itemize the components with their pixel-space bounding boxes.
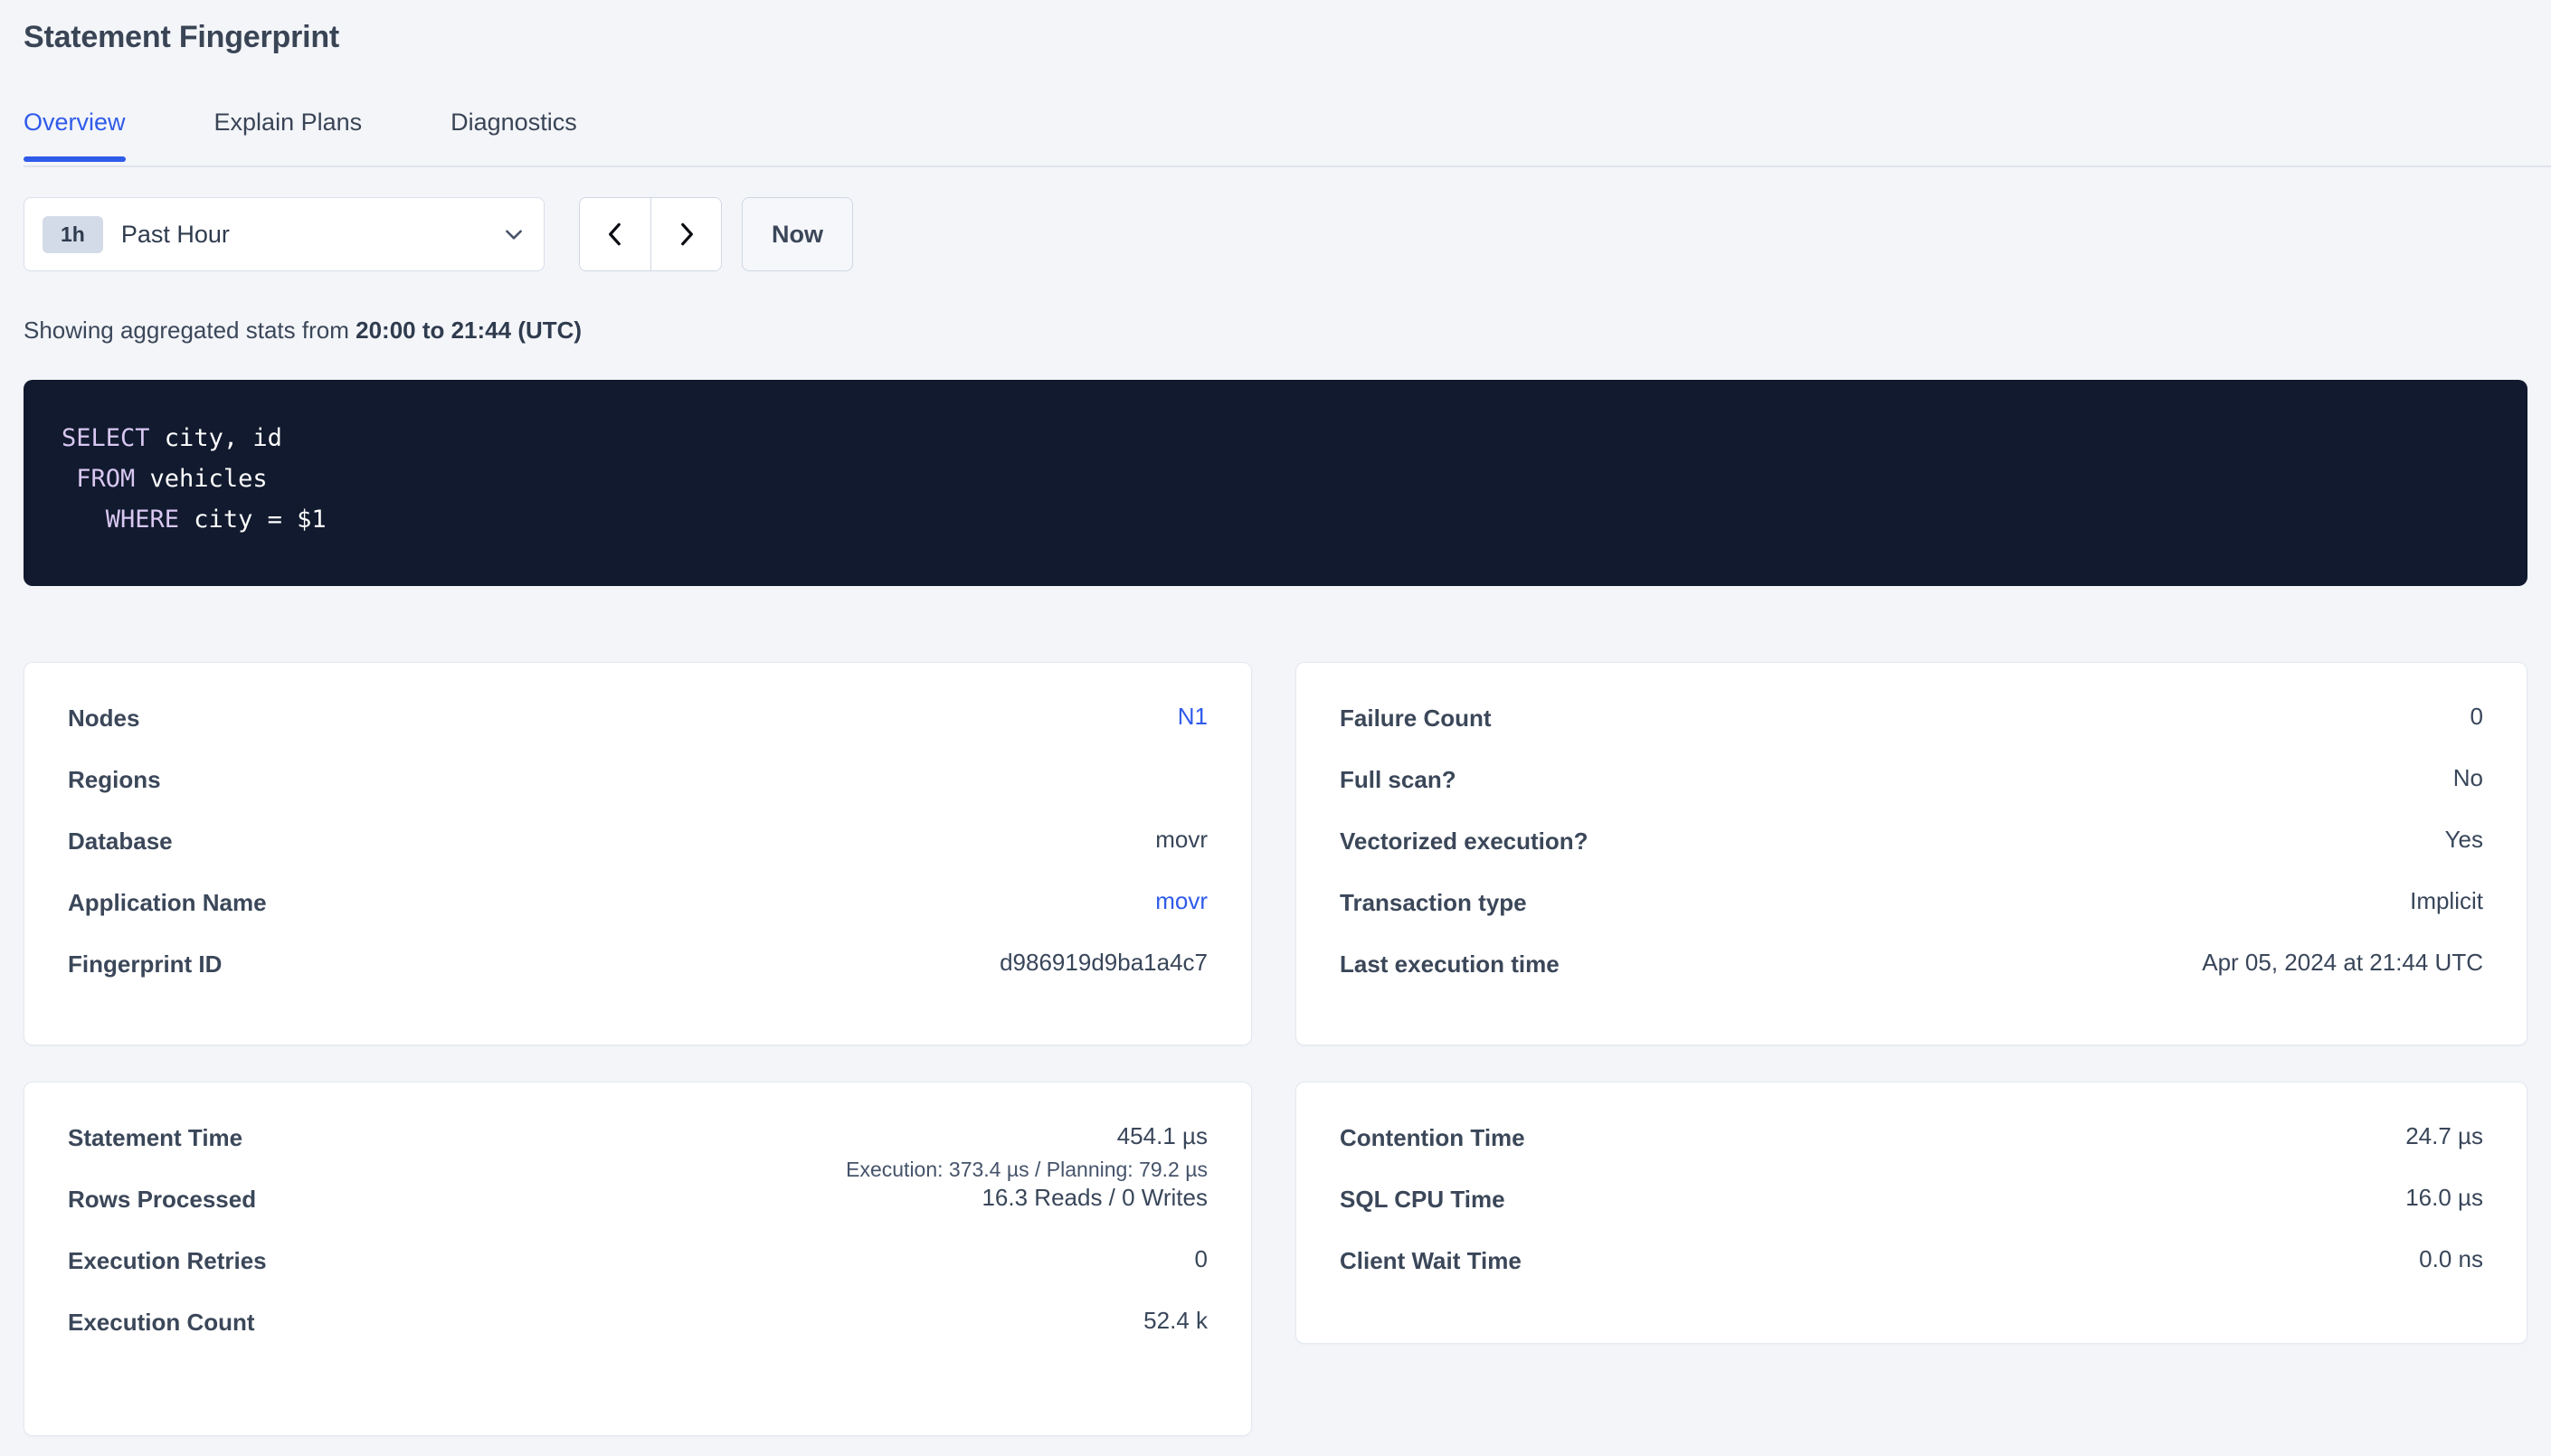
row-label-transaction-type: Transaction type	[1340, 889, 1527, 916]
sql-statement-block: SELECT city, id FROM vehicles WHERE city…	[24, 380, 2527, 586]
table-row: Regions	[68, 764, 1208, 826]
row-label-statement-time: Statement Time	[68, 1124, 243, 1151]
row-value-execution-count: 52.4 k	[1143, 1307, 1208, 1334]
row-subvalue-statement-time: Execution: 373.4 µs / Planning: 79.2 µs	[846, 1158, 1208, 1181]
tab-list: Overview Explain Plans Diagnostics	[24, 99, 666, 162]
table-row: Rows Processed 16.3 Reads / 0 Writes	[68, 1184, 1208, 1245]
statement-timing-card: Statement Time 454.1 µs Execution: 373.4…	[24, 1082, 1252, 1436]
tab-bar: Overview Explain Plans Diagnostics	[0, 99, 2551, 167]
row-value-rows-processed: 16.3 Reads / 0 Writes	[982, 1184, 1208, 1211]
aggregation-range-value: 20:00 to 21:44 (UTC)	[356, 317, 583, 344]
table-row: Execution Count 52.4 k	[68, 1307, 1208, 1368]
row-value-group-statement-time: 454.1 µs Execution: 373.4 µs / Planning:…	[846, 1122, 1208, 1182]
row-value-contention-time: 24.7 µs	[2405, 1122, 2483, 1149]
table-row: Failure Count 0	[1340, 703, 2483, 764]
row-label-application-name: Application Name	[68, 889, 267, 916]
row-value-client-wait-time: 0.0 ns	[2419, 1245, 2483, 1272]
row-label-client-wait-time: Client Wait Time	[1340, 1247, 1522, 1274]
row-value-fingerprint-id: d986919d9ba1a4c7	[1000, 949, 1208, 976]
row-value-full-scan: No	[2452, 764, 2483, 791]
tab-diagnostics[interactable]: Diagnostics	[450, 109, 577, 136]
row-label-regions: Regions	[68, 766, 161, 793]
aggregation-range-text: Showing aggregated stats from 20:00 to 2…	[24, 317, 582, 345]
previous-time-range-button[interactable]	[580, 198, 650, 270]
row-label-sql-cpu-time: SQL CPU Time	[1340, 1186, 1505, 1213]
sql-text-line2: vehicles	[135, 465, 268, 493]
table-row: Contention Time 24.7 µs	[1340, 1122, 2483, 1184]
tab-bar-divider	[24, 165, 2551, 167]
sql-text-line3: city = $1	[179, 506, 327, 534]
sql-keyword-select: SELECT	[62, 424, 150, 452]
table-row: Application Name movr	[68, 887, 1208, 949]
row-label-execution-count: Execution Count	[68, 1309, 255, 1336]
row-label-last-execution-time: Last execution time	[1340, 950, 1560, 978]
row-value-failure-count: 0	[2470, 703, 2483, 730]
aggregation-range-prefix: Showing aggregated stats from	[24, 317, 356, 344]
chevron-down-icon	[502, 222, 526, 246]
sql-keyword-from: FROM	[62, 465, 136, 493]
time-range-stepper	[579, 197, 722, 271]
sql-text-line1: city, id	[149, 424, 282, 452]
now-button[interactable]: Now	[742, 197, 853, 271]
row-label-fingerprint-id: Fingerprint ID	[68, 950, 223, 978]
table-row: Database movr	[68, 826, 1208, 887]
table-row: Statement Time 454.1 µs Execution: 373.4…	[68, 1122, 1208, 1184]
row-value-transaction-type: Implicit	[2410, 887, 2483, 914]
row-value-application-name[interactable]: movr	[1155, 887, 1208, 914]
row-label-rows-processed: Rows Processed	[68, 1186, 257, 1213]
row-label-vectorized-execution: Vectorized execution?	[1340, 827, 1588, 855]
row-label-nodes: Nodes	[68, 704, 140, 732]
row-value-execution-retries: 0	[1194, 1245, 1208, 1272]
table-row: Last execution time Apr 05, 2024 at 21:4…	[1340, 949, 2483, 1010]
time-range-controls: 1h Past Hour Now	[24, 197, 853, 271]
table-row: Client Wait Time 0.0 ns	[1340, 1245, 2483, 1307]
row-label-execution-retries: Execution Retries	[68, 1247, 267, 1274]
row-value-last-execution-time: Apr 05, 2024 at 21:44 UTC	[2202, 949, 2483, 976]
table-row: Full scan? No	[1340, 764, 2483, 826]
table-row: Fingerprint ID d986919d9ba1a4c7	[68, 949, 1208, 1010]
table-row: Execution Retries 0	[68, 1245, 1208, 1307]
next-time-range-button[interactable]	[650, 198, 721, 270]
row-value-nodes[interactable]: N1	[1177, 703, 1208, 730]
row-value-statement-time: 454.1 µs	[1116, 1122, 1208, 1149]
row-value-database: movr	[1155, 826, 1208, 853]
tab-explain-plans[interactable]: Explain Plans	[213, 109, 363, 136]
row-label-contention-time: Contention Time	[1340, 1124, 1525, 1151]
execution-properties-card: Failure Count 0 Full scan? No Vectorized…	[1295, 662, 2527, 1045]
tab-overview[interactable]: Overview	[24, 99, 126, 162]
page-title: Statement Fingerprint	[24, 20, 340, 54]
row-label-full-scan: Full scan?	[1340, 766, 1456, 793]
time-range-label: Past Hour	[120, 220, 230, 248]
statement-details-card: Nodes N1 Regions Database movr Applicati…	[24, 662, 1252, 1045]
row-value-sql-cpu-time: 16.0 µs	[2405, 1184, 2483, 1211]
row-label-database: Database	[68, 827, 173, 855]
resource-timing-card: Contention Time 24.7 µs SQL CPU Time 16.…	[1295, 1082, 2527, 1344]
sql-keyword-where: WHERE	[62, 506, 180, 534]
table-row: SQL CPU Time 16.0 µs	[1340, 1184, 2483, 1245]
table-row: Transaction type Implicit	[1340, 887, 2483, 949]
row-label-failure-count: Failure Count	[1340, 704, 1492, 732]
row-value-vectorized-execution: Yes	[2444, 826, 2483, 853]
time-range-select[interactable]: 1h Past Hour	[24, 197, 545, 271]
table-row: Vectorized execution? Yes	[1340, 826, 2483, 887]
time-range-badge: 1h	[43, 215, 103, 253]
table-row: Nodes N1	[68, 703, 1208, 764]
